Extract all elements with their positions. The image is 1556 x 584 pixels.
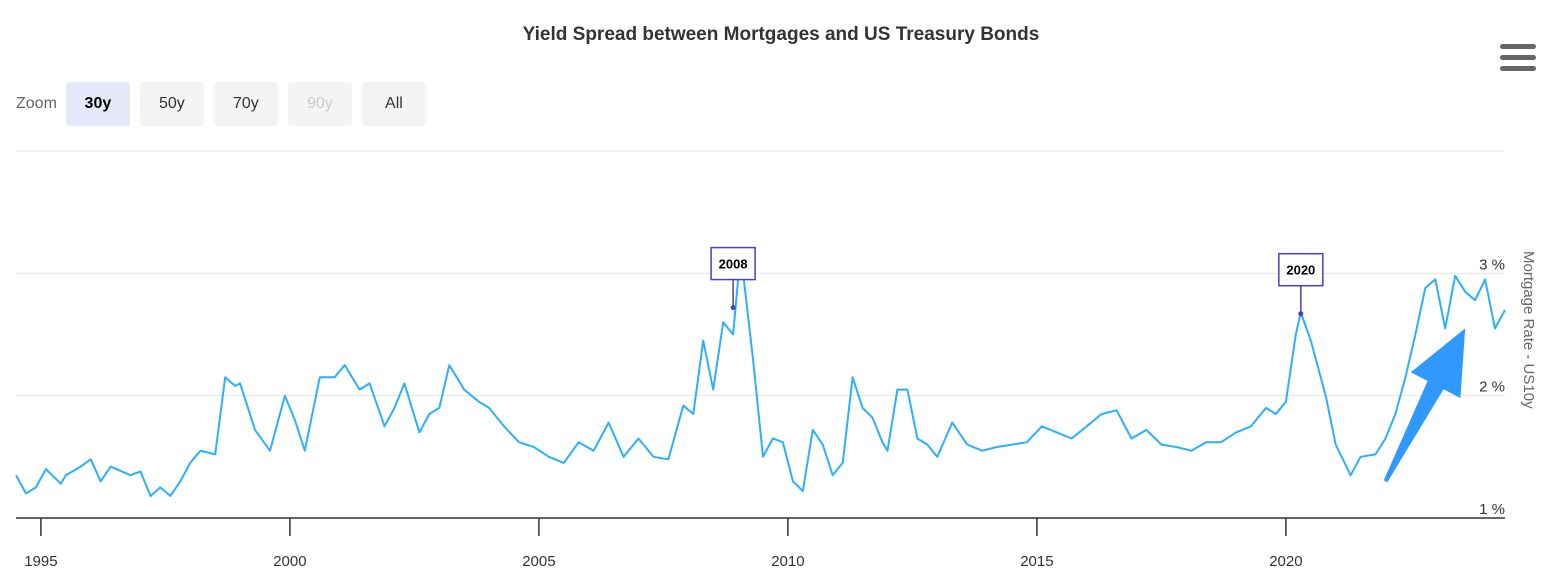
x-tick-label: 2000 (273, 553, 306, 570)
annotation-box (710, 246, 756, 281)
zoom-all-button[interactable]: All (361, 82, 426, 126)
y-tick-label: 1 % (1479, 501, 1505, 518)
annotation-point (1298, 311, 1304, 317)
y-tick-label: 2 % (1479, 379, 1505, 396)
annotation-point (730, 305, 736, 311)
annotation-label: 2020 (1286, 263, 1315, 278)
chart-title: Yield Spread between Mortgages and US Tr… (522, 24, 1040, 45)
x-tick-label: 2005 (522, 553, 555, 570)
x-tick-label: 1995 (24, 553, 57, 570)
x-tick-label: 2015 (1020, 553, 1053, 570)
y-tick-label: 3 % (1479, 256, 1505, 273)
annotation-box (1278, 252, 1324, 287)
zoom-toolbar: Zoom 30y 50y 70y 90y All (16, 82, 436, 126)
zoom-90y-button: 90y (287, 82, 352, 126)
hamburger-menu-icon[interactable] (1500, 44, 1536, 72)
x-tick-label: 2010 (771, 553, 804, 570)
zoom-70y-button[interactable]: 70y (213, 82, 278, 126)
series-line (15, 272, 1506, 497)
zoom-label: Zoom (16, 95, 57, 112)
y-axis-title: Mortgage Rate - US10y (1520, 251, 1537, 409)
highlight-arrow (1383, 328, 1466, 483)
x-tick-label: 2020 (1269, 553, 1302, 570)
zoom-50y-button[interactable]: 50y (139, 82, 204, 126)
zoom-30y-button[interactable]: 30y (65, 82, 130, 126)
annotation-label: 2008 (719, 257, 748, 272)
